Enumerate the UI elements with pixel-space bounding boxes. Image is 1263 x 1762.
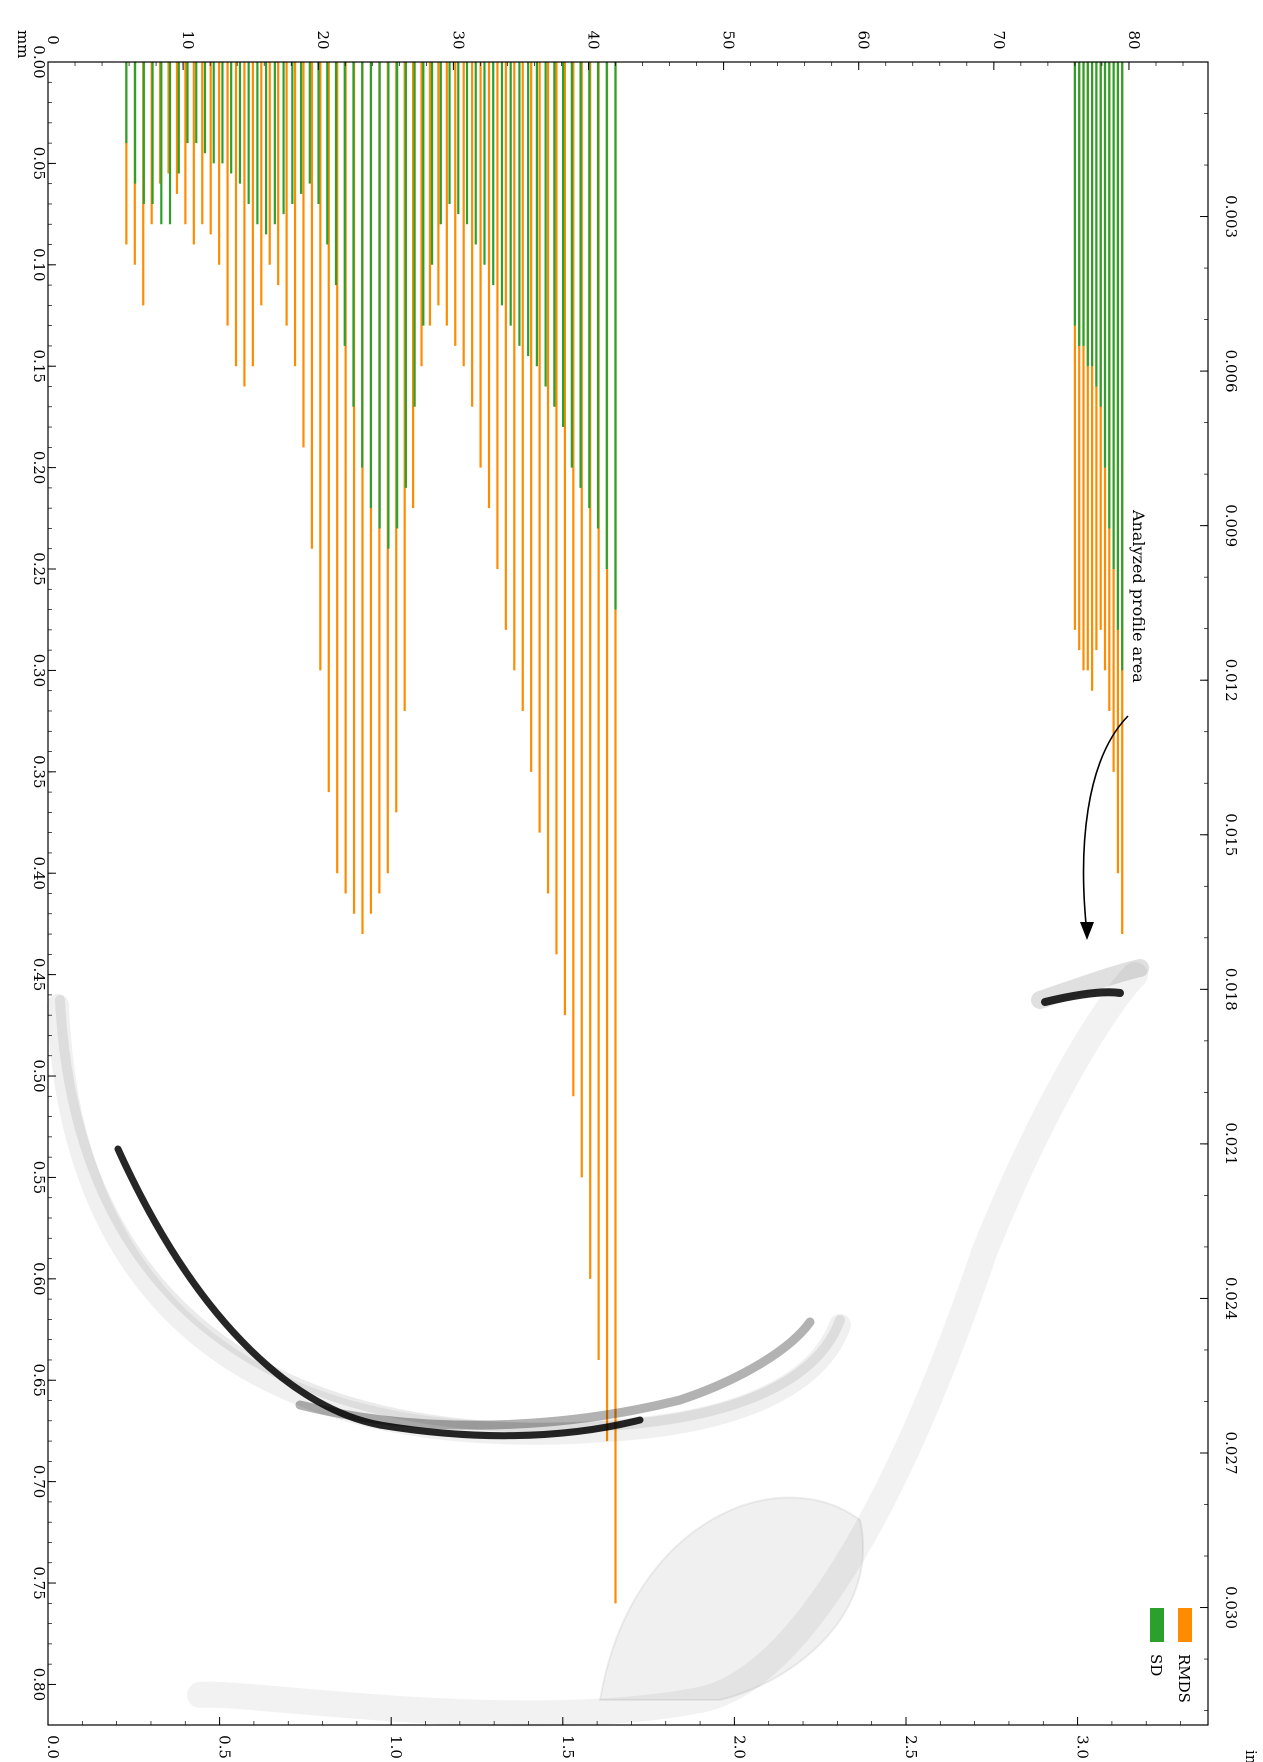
tick-layer: 0.000.050.100.150.200.250.300.350.400.45… bbox=[30, 30, 1240, 1758]
legend-label-sd: SD bbox=[1147, 1654, 1165, 1676]
right-tick-label: 0.009 bbox=[1222, 504, 1240, 547]
profile-stroke bbox=[295, 1317, 815, 1430]
legend-swatch-sd bbox=[1150, 1608, 1164, 1642]
left-tick-label: 0.20 bbox=[30, 451, 48, 484]
left-tick-label: 0.65 bbox=[30, 1364, 48, 1397]
annotation-arrowhead bbox=[1080, 922, 1094, 940]
left-axis-label: mm bbox=[14, 30, 32, 58]
top-tick-label: 40 bbox=[584, 30, 602, 49]
right-tick-label: 0.021 bbox=[1222, 1122, 1240, 1165]
plot-border bbox=[47, 61, 1209, 1726]
right-tick-label: 0.003 bbox=[1222, 195, 1240, 238]
profile-stroke bbox=[55, 995, 845, 1433]
bottom-tick-label: 3.0 bbox=[1074, 1735, 1092, 1759]
bottom-tick-label: 1.0 bbox=[387, 1735, 405, 1759]
profile-stroke bbox=[114, 1145, 644, 1440]
left-tick-label: 0.35 bbox=[30, 755, 48, 788]
plot-frame bbox=[47, 61, 1209, 1726]
left-tick-label: 0.45 bbox=[30, 958, 48, 991]
top-tick-label: 20 bbox=[314, 30, 332, 49]
left-tick-label: 0.25 bbox=[30, 552, 48, 585]
top-tick-label: 10 bbox=[179, 30, 197, 49]
top-tick-label: 50 bbox=[720, 30, 738, 49]
legend-swatch-rmds bbox=[1178, 1608, 1192, 1642]
bottom-tick-label: 0.0 bbox=[44, 1735, 62, 1759]
right-tick-label: 0.012 bbox=[1222, 659, 1240, 702]
profile-stroke bbox=[47, 994, 851, 1445]
profile-stroke bbox=[187, 962, 1148, 1727]
left-tick-label: 0.40 bbox=[30, 857, 48, 890]
left-tick-label: 0.75 bbox=[30, 1566, 48, 1599]
cross-section-profile bbox=[47, 959, 1149, 1727]
top-tick-label: 60 bbox=[855, 30, 873, 49]
right-tick-label: 0.015 bbox=[1222, 813, 1240, 856]
top-tick-label: 30 bbox=[449, 30, 467, 49]
right-tick-label: 0.024 bbox=[1222, 1277, 1240, 1320]
top-tick-label: 0 bbox=[44, 35, 62, 45]
right-tick-label: 0.018 bbox=[1222, 968, 1240, 1011]
bottom-tick-label: 2.5 bbox=[902, 1735, 920, 1759]
bottom-tick-label: 2.0 bbox=[730, 1735, 748, 1759]
left-tick-label: 0.60 bbox=[30, 1262, 48, 1295]
left-tick-label: 0.05 bbox=[30, 147, 48, 180]
left-tick-label: 0.55 bbox=[30, 1161, 48, 1194]
right-tick-label: 0.006 bbox=[1222, 350, 1240, 393]
bottom-tick-label: 0.5 bbox=[216, 1735, 234, 1759]
bottom-tick-label: 1.5 bbox=[559, 1735, 577, 1759]
annotation-text: Analyzed profile area bbox=[1129, 509, 1148, 683]
left-tick-label: 0.30 bbox=[30, 654, 48, 687]
left-tick-label: 0.80 bbox=[30, 1668, 48, 1701]
bar-layer bbox=[125, 62, 1124, 1604]
left-tick-label: 0.15 bbox=[30, 350, 48, 383]
legend-label-rmds: RMDS bbox=[1175, 1654, 1193, 1703]
top-tick-label: 80 bbox=[1125, 30, 1143, 49]
annotation-arrow bbox=[1082, 715, 1129, 935]
left-tick-label: 0.10 bbox=[30, 248, 48, 281]
right-axis-label: in bbox=[1242, 1750, 1260, 1762]
left-tick-label: 0.00 bbox=[30, 45, 48, 78]
right-tick-label: 0.027 bbox=[1222, 1432, 1240, 1475]
top-tick-label: 70 bbox=[990, 30, 1008, 49]
profile-stroke bbox=[1041, 988, 1124, 1006]
left-tick-label: 0.50 bbox=[30, 1059, 48, 1092]
right-tick-label: 0.030 bbox=[1222, 1586, 1240, 1629]
legend: RMDS SD bbox=[1147, 1608, 1193, 1703]
profile-stroke bbox=[598, 1496, 865, 1701]
profile-stroke bbox=[1031, 959, 1149, 1009]
left-tick-label: 0.70 bbox=[30, 1465, 48, 1498]
